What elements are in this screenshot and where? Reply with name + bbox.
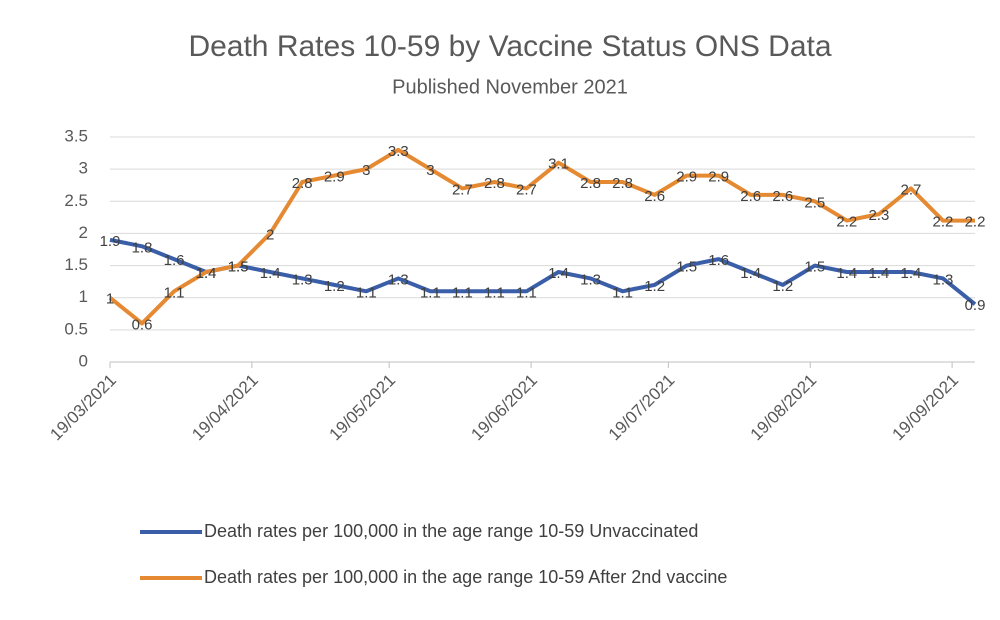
data-label: 2.8 bbox=[484, 175, 505, 192]
data-label: 2.2 bbox=[933, 214, 954, 231]
data-label: 2.7 bbox=[452, 181, 473, 198]
data-label: 1.4 bbox=[740, 265, 761, 282]
data-label: 1.6 bbox=[708, 252, 729, 269]
series-line bbox=[109, 237, 977, 306]
data-label: 1.1 bbox=[516, 284, 537, 301]
data-label: 1.4 bbox=[260, 265, 281, 282]
data-label: 1.1 bbox=[420, 284, 441, 301]
x-tick-label: 19/08/2021 bbox=[747, 371, 821, 445]
data-label: 1.2 bbox=[772, 278, 793, 295]
data-label: 3.3 bbox=[388, 143, 409, 160]
x-tick-label: 19/06/2021 bbox=[467, 371, 541, 445]
series-line bbox=[108, 147, 975, 326]
data-label: 2.2 bbox=[836, 214, 857, 231]
data-label: 2.7 bbox=[900, 181, 921, 198]
data-label: 1.4 bbox=[548, 265, 569, 282]
y-tick-label: 2 bbox=[79, 223, 88, 242]
data-label: 1.2 bbox=[324, 278, 345, 295]
data-label: 1.5 bbox=[676, 259, 697, 276]
y-tick-label: 0.5 bbox=[64, 319, 88, 338]
data-label: 1.1 bbox=[484, 284, 505, 301]
data-label: 1.5 bbox=[228, 259, 249, 276]
data-label: 1 bbox=[106, 291, 114, 308]
data-label: 2.9 bbox=[676, 169, 697, 186]
data-label: 2.8 bbox=[612, 175, 633, 192]
data-label: 1.4 bbox=[900, 265, 921, 282]
y-tick-label: 0 bbox=[79, 351, 88, 370]
x-tick-label: 19/04/2021 bbox=[188, 371, 262, 445]
data-label: 1.1 bbox=[164, 284, 185, 301]
data-label: 1.3 bbox=[388, 271, 409, 288]
data-label: 3 bbox=[362, 162, 370, 179]
x-tick-label: 19/09/2021 bbox=[889, 371, 963, 445]
data-label: 2.8 bbox=[580, 175, 601, 192]
data-label: 3.1 bbox=[548, 156, 569, 173]
y-tick-label: 1 bbox=[79, 287, 88, 306]
data-label: 3 bbox=[426, 162, 434, 179]
data-label: 2.6 bbox=[772, 188, 793, 205]
data-label: 2.6 bbox=[644, 188, 665, 205]
data-label: 2.7 bbox=[516, 181, 537, 198]
data-label: 1.5 bbox=[228, 259, 249, 276]
x-tick-label: 19/05/2021 bbox=[326, 371, 400, 445]
data-label: 1.9 bbox=[100, 233, 121, 250]
data-label: 1.3 bbox=[292, 271, 313, 288]
data-label: 1.4 bbox=[868, 265, 889, 282]
data-label: 2.9 bbox=[324, 169, 345, 186]
data-label: 2.8 bbox=[292, 175, 313, 192]
y-tick-label: 2.5 bbox=[64, 191, 88, 210]
data-label: 1.4 bbox=[196, 265, 217, 282]
legend-label: Death rates per 100,000 in the age range… bbox=[204, 521, 698, 541]
data-label: 0.9 bbox=[965, 297, 986, 314]
data-label: 1.4 bbox=[836, 265, 857, 282]
data-label: 2 bbox=[266, 226, 274, 243]
chart-subtitle: Published November 2021 bbox=[392, 76, 628, 98]
data-label: 2.6 bbox=[740, 188, 761, 205]
data-label: 2.3 bbox=[868, 207, 889, 224]
data-label: 1.6 bbox=[164, 252, 185, 269]
y-tick-label: 3 bbox=[79, 159, 88, 178]
chart-title: Death Rates 10-59 by Vaccine Status ONS … bbox=[188, 30, 831, 63]
x-tick-label: 19/07/2021 bbox=[605, 371, 679, 445]
y-tick-label: 1.5 bbox=[64, 255, 88, 274]
data-label: 1.1 bbox=[452, 284, 473, 301]
y-tick-label: 3.5 bbox=[64, 126, 88, 145]
data-label: 1.1 bbox=[356, 284, 377, 301]
legend-label: Death rates per 100,000 in the age range… bbox=[204, 567, 727, 587]
data-label: 2.5 bbox=[804, 194, 825, 211]
data-label: 2.2 bbox=[965, 214, 986, 231]
data-label: 2.9 bbox=[708, 169, 729, 186]
data-label: 1.3 bbox=[580, 271, 601, 288]
data-label: 1.8 bbox=[132, 239, 153, 256]
x-tick-label: 19/03/2021 bbox=[46, 371, 120, 445]
data-label: 1.2 bbox=[644, 278, 665, 295]
data-label: 1.1 bbox=[612, 284, 633, 301]
data-label: 0.6 bbox=[132, 316, 153, 333]
data-label: 1.5 bbox=[804, 259, 825, 276]
data-label: 1.3 bbox=[933, 271, 954, 288]
data-label: 1.4 bbox=[196, 265, 217, 282]
